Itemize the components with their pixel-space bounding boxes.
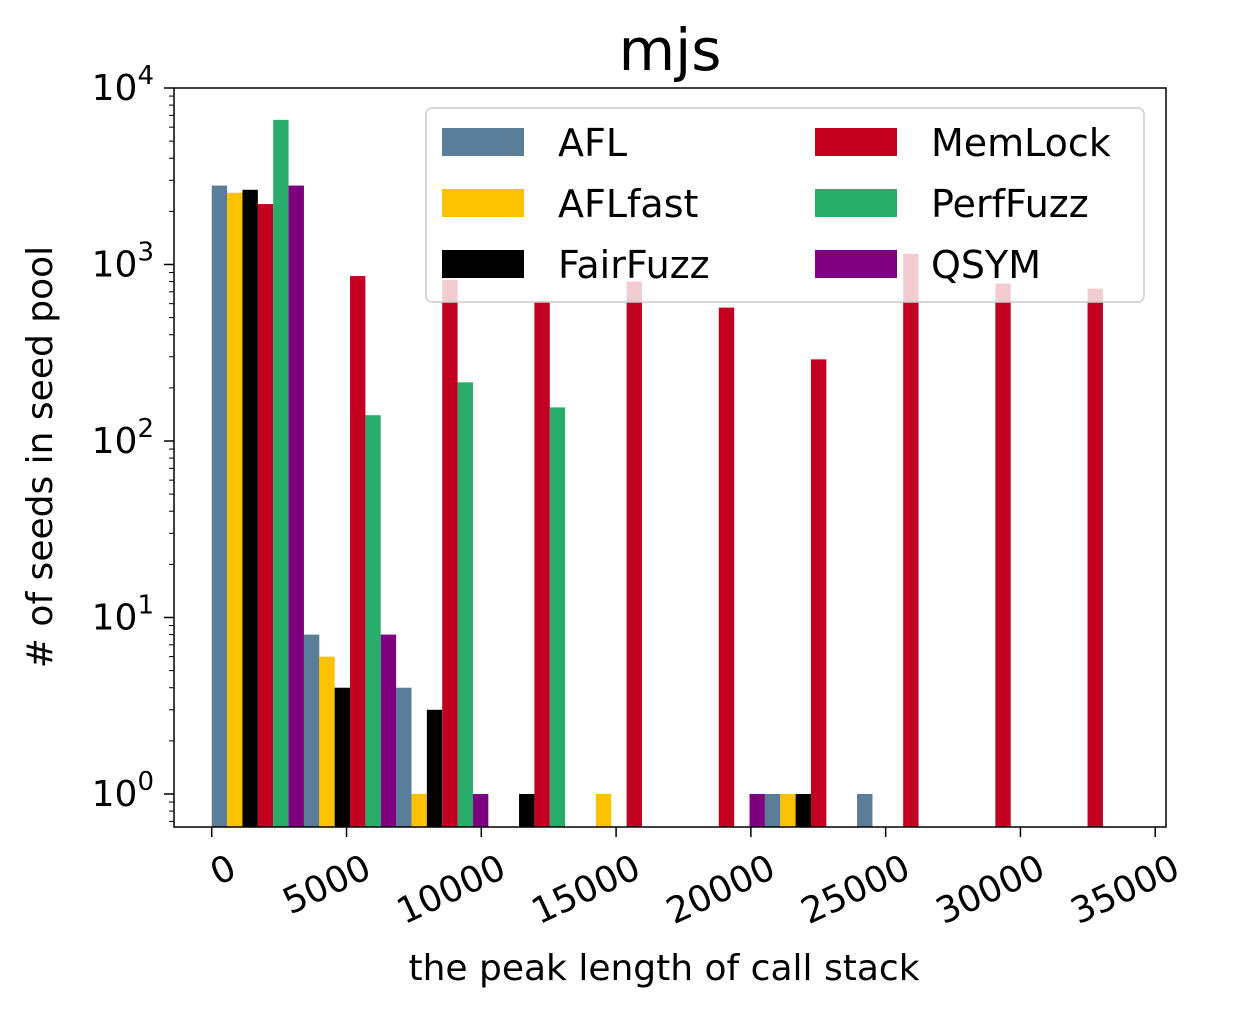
bar-fairfuzz-bin-0 [242, 189, 258, 828]
x-axis: 0 5000 10000 15000 20000 25000 30000 35000 [204, 827, 1186, 933]
y-tick-label: 103 [92, 237, 154, 285]
x-axis-label: the peak length of call stack [408, 948, 919, 989]
x-tick-label: 30000 [930, 847, 1051, 933]
x-tick-label: 20000 [660, 847, 781, 933]
bar-fairfuzz-bin-2 [426, 709, 443, 827]
bar-qsym-bin-2 [472, 793, 489, 827]
bar-aflfast-bin-6 [780, 793, 796, 827]
y-tick-label: 102 [92, 414, 154, 462]
legend: AFL AFLfast FairFuzz MemLock PerfFuzz QSYM [425, 107, 1145, 303]
bar-aflfast-bin-2 [411, 793, 427, 827]
x-tick-label: 25000 [795, 847, 916, 933]
y-axis: 100 101 102 103 104 [92, 61, 174, 822]
bar-aflfast-bin-1 [319, 656, 335, 827]
chart-title: mjs [619, 16, 722, 84]
bar-aflfast-bin-0 [227, 192, 243, 828]
bar-memlock-bin-2 [442, 279, 458, 828]
legend-label-fairfuzz: FairFuzz [558, 243, 710, 287]
legend-label-perffuzz: PerfFuzz [931, 182, 1089, 226]
legend-label-afl: AFL [558, 121, 627, 165]
bar-afl-bin-2 [396, 687, 412, 827]
bar-qsym-bin-1 [380, 634, 397, 827]
bar-perffuzz-bin-0 [273, 119, 289, 828]
legend-label-memlock: MemLock [931, 121, 1111, 165]
bar-memlock-bin-4 [626, 281, 642, 828]
plot-frame [173, 87, 1167, 828]
bar-fairfuzz-bin-1 [334, 687, 351, 827]
x-tick-label: 10000 [391, 847, 512, 933]
y-axis-label: # of seeds in seed pool [20, 246, 61, 668]
legend-swatch-afl [442, 128, 524, 156]
bar-perffuzz-bin-3 [549, 407, 566, 827]
bar-memlock-bin-9 [1087, 288, 1103, 827]
legend-label-aflfast: AFLfast [558, 182, 698, 226]
x-tick-label: 35000 [1065, 847, 1186, 933]
bar-memlock-bin-0 [257, 204, 274, 827]
bar-memlock-bin-1 [350, 276, 366, 827]
bar-memlock-bin-5 [718, 307, 735, 828]
y-tick-label: 100 [92, 767, 154, 815]
bar-qsym-bin-0 [288, 185, 304, 827]
bar-qsym-bin-5 [749, 793, 765, 827]
bar-afl-bin-1 [303, 634, 320, 827]
y-tick-label: 101 [92, 590, 154, 638]
x-tick-label: 5000 [277, 847, 377, 923]
bar-afl-bin-0 [211, 185, 228, 827]
y-tick-label: 104 [92, 61, 154, 109]
bar-perffuzz-bin-1 [365, 415, 381, 827]
legend-swatch-qsym [815, 250, 897, 278]
bar-memlock-bin-3 [534, 301, 550, 827]
bar-memlock-bin-8 [995, 283, 1011, 827]
bar-fairfuzz-bin-3 [519, 793, 535, 827]
x-tick-label: 0 [204, 847, 242, 894]
bar-perffuzz-bin-2 [457, 382, 473, 827]
bar-afl-bin-6 [764, 793, 781, 827]
legend-swatch-aflfast [442, 189, 524, 217]
bar-fairfuzz-bin-6 [795, 793, 811, 827]
bar-memlock-bin-7 [903, 253, 919, 827]
legend-swatch-fairfuzz [442, 250, 524, 278]
bar-afl-bin-7 [857, 793, 873, 827]
legend-swatch-perffuzz [815, 189, 897, 217]
legend-label-qsym: QSYM [931, 243, 1041, 287]
legend-box [425, 107, 1145, 303]
bar-aflfast-bin-4 [595, 793, 612, 827]
legend-swatch-memlock [815, 128, 897, 156]
bar-memlock-bin-6 [810, 359, 827, 827]
x-tick-label: 15000 [526, 847, 647, 933]
bars [211, 119, 1103, 828]
